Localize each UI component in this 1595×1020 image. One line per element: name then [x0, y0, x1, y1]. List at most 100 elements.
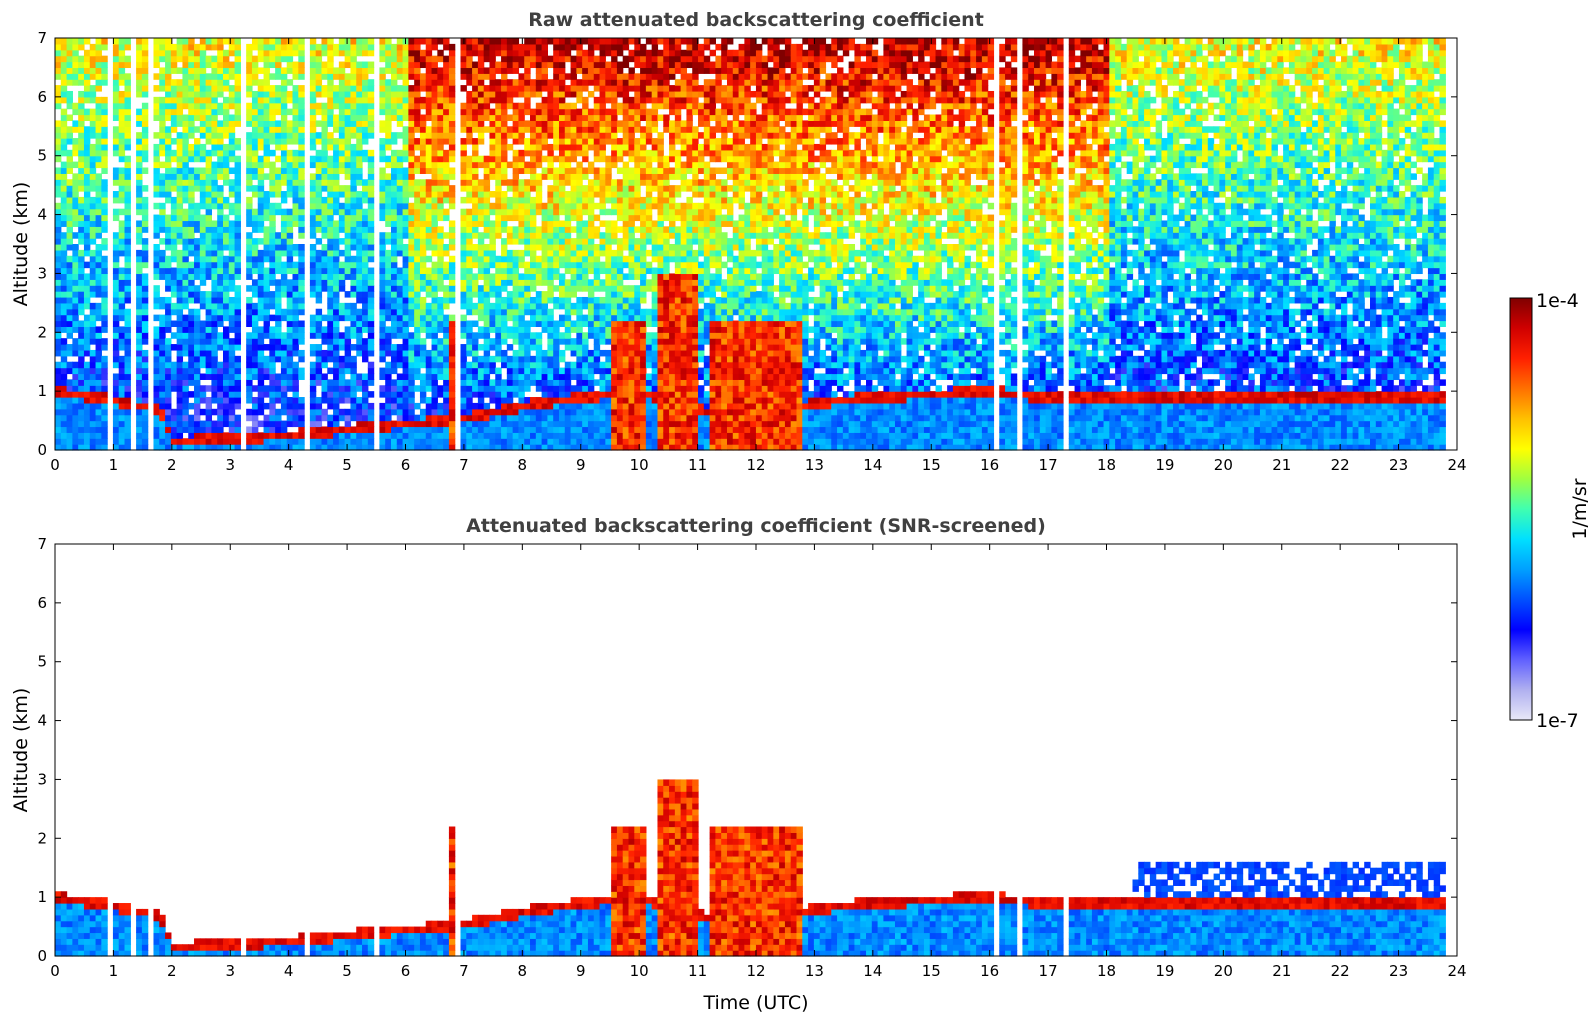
heatmap-cell [472, 402, 479, 410]
heatmap-cell [350, 432, 357, 439]
heatmap-cell [263, 267, 270, 275]
heatmap-cell [112, 296, 120, 304]
heatmap-cell [223, 167, 230, 174]
heatmap-cell [512, 408, 520, 416]
heatmap-cell [205, 296, 213, 304]
heatmap-cell [396, 90, 404, 98]
heatmap-cell [414, 420, 421, 428]
heatmap-cell [176, 414, 184, 422]
heatmap-cell [182, 314, 189, 322]
heatmap-cell [286, 320, 294, 327]
heatmap-cell [396, 267, 404, 275]
heatmap-cell [501, 244, 508, 251]
heatmap-cell [466, 320, 473, 327]
heatmap-cell [379, 367, 386, 375]
heatmap-cell [501, 314, 508, 322]
heatmap-cell [547, 61, 554, 69]
heatmap-cell [524, 326, 531, 333]
heatmap-cell [251, 96, 259, 104]
heatmap-cell [338, 143, 346, 151]
heatmap-cell [408, 391, 415, 398]
heatmap-cell [321, 49, 328, 57]
heatmap-cell [547, 308, 554, 316]
heatmap-cell [472, 149, 479, 157]
heatmap-cell [466, 308, 473, 316]
heatmap-cell [199, 332, 207, 339]
heatmap-cell [83, 73, 91, 80]
heatmap-cell [489, 126, 496, 133]
heatmap-cell [408, 191, 415, 198]
heatmap-cell [512, 43, 520, 51]
heatmap-cell [246, 202, 253, 210]
heatmap-cell [286, 402, 294, 410]
heatmap-cell [263, 214, 270, 222]
heatmap-cell [205, 349, 213, 357]
heatmap-cell [541, 444, 548, 451]
heatmap-cell [338, 367, 346, 375]
heatmap-cell [547, 244, 554, 251]
heatmap-cell [321, 202, 328, 210]
heatmap-cell [408, 261, 415, 269]
heatmap-cell [153, 361, 160, 369]
heatmap-cell [269, 244, 276, 251]
heatmap-cell [379, 38, 386, 45]
heatmap-cell [443, 314, 450, 322]
heatmap-cell [118, 367, 126, 375]
heatmap-cell [223, 296, 230, 304]
heatmap-cell [228, 155, 236, 163]
heatmap-cell [327, 432, 334, 439]
heatmap-cell [506, 373, 514, 380]
heatmap-cell [396, 179, 404, 186]
heatmap-cell [390, 279, 398, 286]
heatmap-cell [228, 249, 236, 257]
heatmap-cell [55, 302, 62, 310]
heatmap-cell [286, 179, 294, 186]
heatmap-cell [338, 432, 346, 439]
heatmap-cell [419, 320, 427, 327]
heatmap-cell [263, 373, 270, 380]
heatmap-cell [356, 314, 363, 322]
heatmap-cell [141, 202, 149, 210]
heatmap-cell [286, 379, 294, 386]
heatmap-cell [246, 55, 253, 63]
heatmap-cell [223, 173, 230, 180]
heatmap-cell [385, 391, 392, 398]
heatmap-cell [170, 43, 178, 51]
heatmap-cell [390, 402, 398, 410]
heatmap-cell [188, 73, 195, 80]
heatmap-cell [234, 438, 241, 445]
heatmap-cell [466, 232, 473, 239]
heatmap-cell [246, 332, 253, 339]
heatmap-cell [159, 161, 166, 169]
heatmap-cell [292, 96, 299, 104]
heatmap-cell [199, 302, 207, 310]
heatmap-cell [141, 367, 149, 375]
heatmap-cell [396, 279, 404, 286]
heatmap-cell [350, 379, 357, 386]
heatmap-cell [315, 238, 323, 245]
heatmap-cell [280, 161, 288, 169]
heatmap-cell [535, 196, 543, 204]
heatmap-cell [286, 397, 294, 404]
heatmap-cell [101, 96, 108, 104]
heatmap-cell [338, 238, 346, 245]
heatmap-cell [477, 179, 485, 186]
heatmap-cell [530, 267, 537, 275]
heatmap-cell [327, 173, 334, 180]
heatmap-cell [501, 308, 508, 316]
heatmap-cell [89, 73, 97, 80]
heatmap-cell [321, 226, 328, 233]
heatmap-cell [350, 90, 357, 98]
heatmap-cell [489, 244, 496, 251]
heatmap-cell [489, 232, 496, 239]
heatmap-cell [466, 114, 473, 121]
heatmap-cell [408, 314, 415, 322]
heatmap-cell [321, 444, 328, 451]
heatmap-cell [95, 261, 102, 269]
heatmap-cell [182, 173, 189, 180]
heatmap-cell [118, 96, 126, 104]
heatmap-cell [356, 267, 363, 275]
heatmap-cell [275, 120, 282, 127]
heatmap-cell [223, 161, 230, 169]
heatmap-cell [101, 296, 108, 304]
